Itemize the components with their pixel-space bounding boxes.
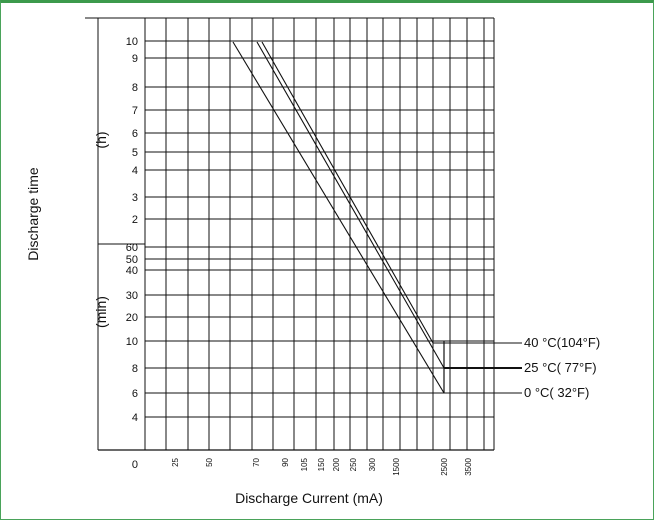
y-tick-label: 4: [132, 165, 138, 177]
x-tick-label: 1500: [392, 457, 401, 475]
y-tick-label: 6: [132, 128, 138, 140]
y-tick-label: 8: [132, 363, 138, 375]
y-tick-label: 4: [132, 412, 138, 424]
y-unit-hours: (h): [93, 131, 109, 148]
y-tick-label: 2: [132, 214, 138, 226]
x-tick-label: 150: [317, 457, 326, 471]
x-tick-label: 2500: [440, 457, 449, 475]
axes: [85, 17, 494, 451]
y-tick-label: 9: [132, 53, 138, 65]
x-tick-label: 200: [332, 457, 341, 471]
legend-entry: 0 °C( 32°F): [524, 385, 589, 400]
x-tick-label: 3500: [464, 457, 473, 475]
y-tick-label: 8: [132, 82, 138, 94]
series-lines: [232, 41, 445, 394]
y-zero-label: 0: [132, 459, 138, 471]
x-tick-label: 70: [252, 457, 261, 466]
y-tick-label: 10: [126, 336, 138, 348]
y-tick-label: 7: [132, 105, 138, 117]
x-tick-label: 300: [368, 457, 377, 471]
y-unit-minutes: (min): [93, 296, 109, 328]
y-tick-label: 5: [132, 147, 138, 159]
y-tick-label: 60: [126, 242, 138, 254]
series-0c: [232, 41, 445, 394]
y-tick-label: 50: [126, 254, 138, 266]
y-tick-label: 40: [126, 265, 138, 277]
legend-entry: 40 °C(104°F): [524, 335, 600, 350]
legend: 40 °C(104°F) 25 °C( 77°F) 0 °C( 32°F): [433, 335, 600, 400]
x-tick-label: 90: [281, 457, 290, 466]
grid: [144, 17, 495, 450]
y-tick-label: 30: [126, 290, 138, 302]
y-tick-label: 3: [132, 192, 138, 204]
x-tick-label: 50: [205, 457, 214, 466]
y-tick-label: 20: [126, 312, 138, 324]
x-tick-label: 105: [300, 457, 309, 471]
legend-entry: 25 °C( 77°F): [524, 360, 597, 375]
x-tick-label: 250: [349, 457, 358, 471]
x-axis-title: Discharge Current (mA): [235, 490, 383, 506]
x-tick-label: 25: [171, 457, 180, 466]
y-tick-label: 10: [126, 36, 138, 48]
series-25c: [256, 41, 445, 369]
y-tick-label: 6: [132, 388, 138, 400]
y-axis-title: Discharge time: [25, 167, 41, 261]
x-tick-labels: 25 50 70 90 105 150 200 250 300 1500 2500 3500: [171, 457, 473, 475]
